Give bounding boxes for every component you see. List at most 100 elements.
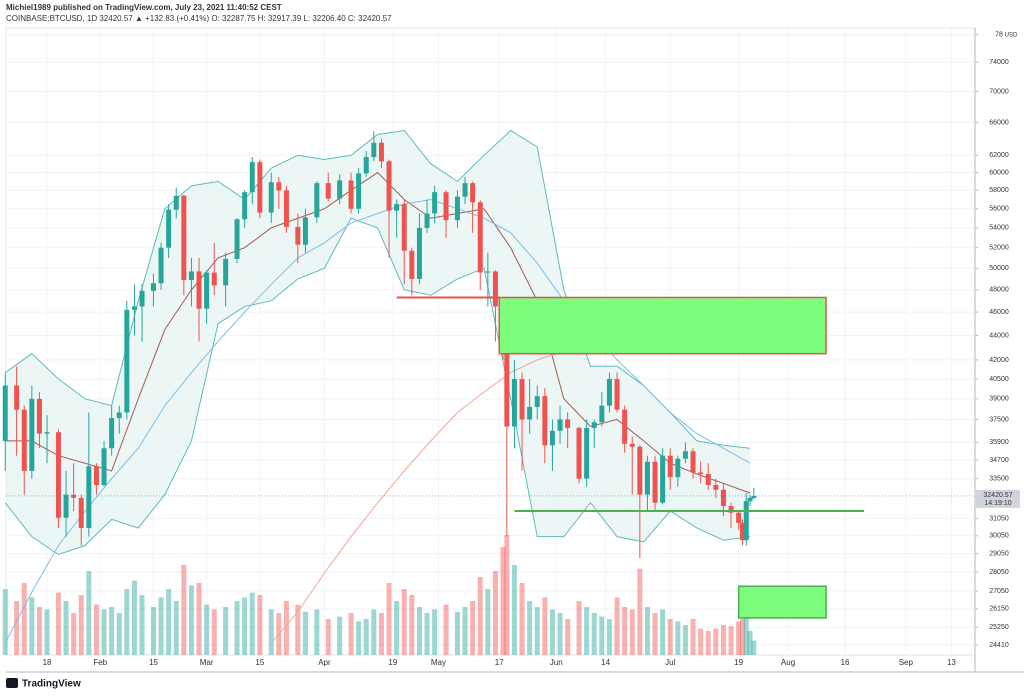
volume-bar xyxy=(557,613,563,655)
candle-body xyxy=(591,422,597,428)
candle-body xyxy=(614,379,620,410)
x-tick-label: May xyxy=(431,658,446,667)
candle-body xyxy=(401,204,407,251)
candle-body xyxy=(470,183,476,203)
logo: TradingView xyxy=(6,678,81,690)
candle-body xyxy=(131,306,137,310)
y-tick-label: 42000 xyxy=(989,357,1009,364)
y-tick-label: 26150 xyxy=(989,606,1009,613)
volume-bar xyxy=(401,589,407,655)
candle-body xyxy=(295,226,301,245)
candle-body xyxy=(386,161,392,211)
candle-body xyxy=(652,461,658,503)
moving-average xyxy=(4,198,751,644)
candle-body xyxy=(454,196,460,221)
candle-body xyxy=(477,202,483,273)
volume-bar xyxy=(644,607,650,655)
candle-body xyxy=(257,162,263,213)
candle-body xyxy=(356,173,362,209)
y-tick-label: 48000 xyxy=(989,287,1009,294)
volume-bar xyxy=(690,619,696,655)
candle-body xyxy=(78,497,84,528)
volume-bar xyxy=(378,613,384,655)
volume-bar xyxy=(337,616,343,655)
x-tick-label: Mar xyxy=(200,658,214,667)
volume-bar xyxy=(363,619,369,655)
candle-body xyxy=(302,217,308,245)
candle-body xyxy=(337,180,343,199)
candle-body xyxy=(93,466,99,486)
candle-body xyxy=(416,227,422,279)
candle-body xyxy=(211,272,217,286)
candle-body xyxy=(720,489,726,507)
volume-bar xyxy=(652,613,658,655)
y-tick-label: 52000 xyxy=(989,245,1009,252)
volume-bar xyxy=(268,609,274,655)
candle-body xyxy=(173,195,179,210)
candle-body xyxy=(485,271,491,273)
candle-body xyxy=(314,183,320,218)
volume-bar xyxy=(629,609,635,655)
volume-bar xyxy=(416,607,422,655)
volume-bar xyxy=(576,601,582,655)
y-tick-label: 54000 xyxy=(989,225,1009,232)
candle-body xyxy=(534,396,540,407)
volume-bar xyxy=(181,565,187,655)
candle-body xyxy=(682,451,688,459)
y-tick-label: 37500 xyxy=(989,416,1009,423)
volume-bar xyxy=(591,613,597,655)
volume-bar xyxy=(173,601,179,655)
volume-bar xyxy=(158,597,164,655)
x-tick-label: Sep xyxy=(899,658,914,667)
volume-bar xyxy=(409,595,415,655)
volume-bar xyxy=(675,621,681,655)
x-tick-label: 15 xyxy=(255,658,264,667)
candle-body xyxy=(63,494,69,518)
candle-body xyxy=(743,501,749,541)
candle-body xyxy=(86,466,92,528)
x-tick-label: 15 xyxy=(149,658,158,667)
y-tick-label: 25250 xyxy=(989,624,1009,631)
x-tick-label: Jul xyxy=(665,658,675,667)
zone xyxy=(737,585,827,619)
x-tick-label: 14 xyxy=(601,658,610,667)
y-tick-label: 78 xyxy=(995,32,1003,39)
y-tick-label: 50000 xyxy=(989,265,1009,272)
volume-bar xyxy=(682,625,688,655)
volume-bar xyxy=(314,609,320,655)
volume-bar xyxy=(606,619,612,655)
candle-body xyxy=(204,272,210,309)
y-tick-label: 33500 xyxy=(989,476,1009,483)
candle-body xyxy=(736,512,742,523)
candle-body xyxy=(166,209,172,248)
volume-bar xyxy=(534,607,540,655)
y-tick-label: 56000 xyxy=(989,206,1009,213)
y-tick-label: 27050 xyxy=(989,588,1009,595)
y-tick-label: 60000 xyxy=(989,169,1009,176)
volume-bar xyxy=(511,565,517,655)
candle-body xyxy=(739,522,745,541)
candle-body xyxy=(2,385,8,441)
candle-body xyxy=(29,398,35,471)
candle-body xyxy=(181,195,187,280)
candle-body xyxy=(705,474,711,486)
volume-bar xyxy=(667,619,673,655)
volume-bar xyxy=(386,583,392,655)
y-tick-label: 30050 xyxy=(989,533,1009,540)
volume-bar xyxy=(432,609,438,655)
volume-bar xyxy=(720,625,726,655)
last-price-box xyxy=(976,489,1020,508)
volume-bar xyxy=(2,589,8,655)
candle-body xyxy=(139,290,145,307)
candle-body xyxy=(751,495,757,499)
candle-body xyxy=(44,432,50,434)
candle-body xyxy=(283,190,289,227)
band-line xyxy=(4,217,751,556)
candle-body xyxy=(348,180,354,209)
candle-body xyxy=(409,250,415,279)
candle-body xyxy=(549,430,555,446)
volume-bar xyxy=(614,597,620,655)
volume-bar xyxy=(302,611,308,655)
countdown-label: 14:19:10 xyxy=(984,500,1011,507)
